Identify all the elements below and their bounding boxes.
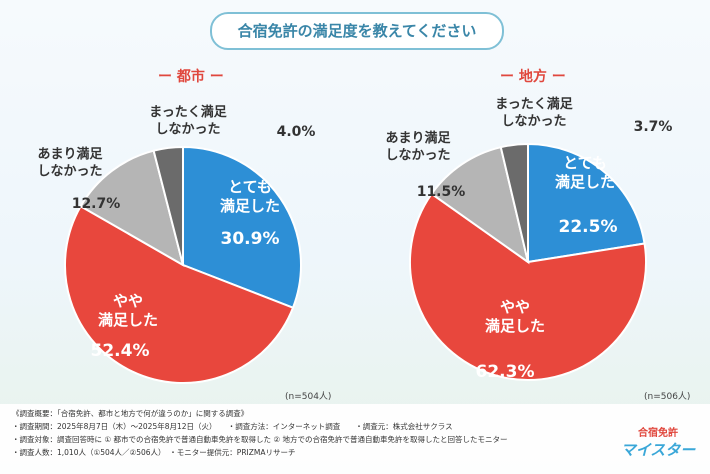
- pie-1-value-2: 11.5%: [417, 184, 466, 200]
- logo-line1: 合宿免許: [638, 428, 678, 439]
- pie-0-label-3: まったく満足: [149, 104, 227, 120]
- page-title: 合宿免許の満足度を教えてください: [210, 12, 504, 50]
- pie-1-slice-3: [499, 142, 529, 263]
- pie-0-slice-3: [152, 145, 184, 266]
- sample-size-rural: (n=506人): [644, 392, 691, 402]
- footer-line: ・調査期間：2025年8月7日（木）～2025年8月12日（火） ・調査方法：イ…: [12, 422, 453, 431]
- brand-logo: 合宿免許 マイスター: [612, 424, 704, 468]
- pie-1-label-2: しなかった: [385, 148, 450, 163]
- subtitle-urban: ー 都市 ー: [158, 69, 224, 85]
- pie-1-label-0: 満足した: [555, 173, 615, 191]
- pie-1-label-2: あまり満足: [385, 130, 451, 146]
- pie-1-value-3: 3.7%: [634, 119, 673, 135]
- pie-1-label-3: まったく満足: [495, 96, 573, 112]
- pie-0-slice-1: [64, 204, 295, 384]
- pie-0-value-1: 52.4%: [91, 341, 150, 361]
- subtitle-rural: ー 地方 ー: [500, 69, 566, 85]
- footer-line: ・調査対象：調査回答時に ① 都市での合宿免許で普通自動車免許を取得した ② 地…: [12, 435, 508, 444]
- pie-0-label-2: しなかった: [37, 164, 102, 179]
- pie-1-label-0: とても: [563, 154, 607, 172]
- pie-0-value-0: 30.9%: [221, 229, 280, 249]
- pie-1-value-0: 22.5%: [559, 217, 618, 237]
- footer-line: ・調査人数：1,010人（①504人／②506人） ・モニター提供元：PRIZM…: [12, 448, 296, 457]
- pie-0-label-2: あまり満足: [37, 146, 103, 162]
- logo-line2: マイスター: [620, 441, 696, 459]
- pie-0-label-1: 満足した: [98, 311, 158, 329]
- pie-1-label-1: やや: [500, 298, 530, 316]
- pie-0-value-2: 12.7%: [72, 196, 121, 212]
- pie-1-slice-1: [409, 192, 647, 381]
- pie-0-label-0: 満足した: [220, 197, 280, 215]
- pie-0-slice-0: [182, 145, 302, 310]
- pie-0-slice-2: [79, 149, 185, 268]
- pie-0-label-3: しなかった: [155, 122, 220, 137]
- pie-1-label-3: しなかった: [501, 114, 566, 129]
- pie-1-label-1: 満足した: [485, 317, 545, 335]
- pie-0-label-0: とても: [228, 178, 272, 196]
- pie-1-slice-0: [527, 142, 646, 264]
- sample-size-urban: (n=504人): [285, 392, 332, 402]
- pie-0-label-1: やや: [113, 292, 143, 310]
- pie-0-value-3: 4.0%: [277, 124, 316, 140]
- footer-line: 《調査概要：「合宿免許、都市と地方で何が違うのか」に関する調査》: [12, 409, 249, 418]
- pie-1-value-1: 62.3%: [476, 362, 535, 382]
- pie-1-slice-2: [430, 145, 530, 265]
- survey-footer: 《調査概要：「合宿免許、都市と地方で何が違うのか」に関する調査》 ・調査期間：2…: [0, 404, 710, 474]
